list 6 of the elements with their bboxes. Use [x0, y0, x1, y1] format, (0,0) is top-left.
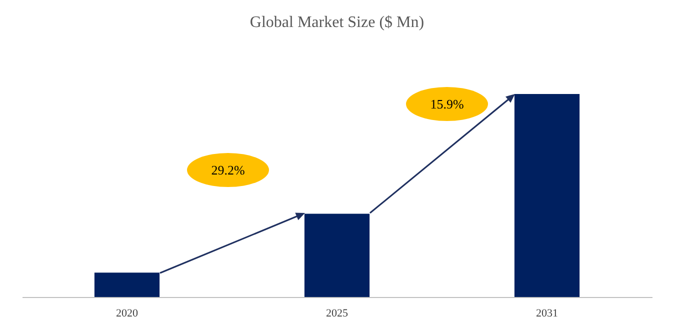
- annotation: 15.9%: [430, 96, 464, 112]
- x-tick-label: 2031: [536, 308, 558, 320]
- x-tick-label: 2020: [116, 308, 138, 320]
- annotation: 29.2%: [211, 162, 245, 178]
- x-tick-label: 2025: [326, 308, 348, 320]
- chart-title: Global Market Size ($ Mn): [250, 14, 424, 31]
